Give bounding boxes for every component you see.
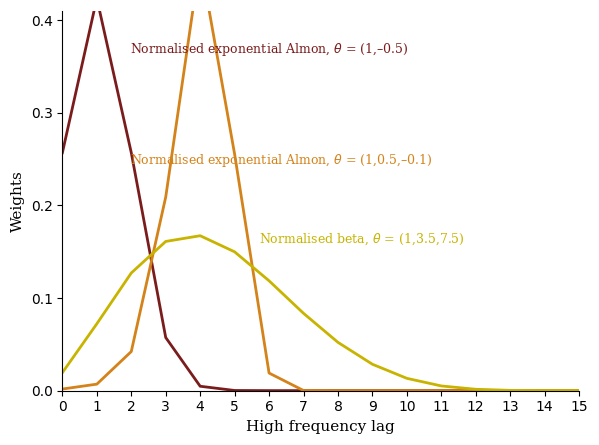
Text: Normalised exponential Almon, $\theta$ = (1,–0.5): Normalised exponential Almon, $\theta$ =…: [129, 41, 409, 58]
X-axis label: High frequency lag: High frequency lag: [246, 420, 395, 434]
Text: Normalised exponential Almon, $\theta$ = (1,0.5,–0.1): Normalised exponential Almon, $\theta$ =…: [129, 152, 432, 169]
Text: Normalised beta, $\theta$ = (1,3.5,7.5): Normalised beta, $\theta$ = (1,3.5,7.5): [259, 231, 465, 247]
Y-axis label: Weights: Weights: [11, 170, 25, 232]
